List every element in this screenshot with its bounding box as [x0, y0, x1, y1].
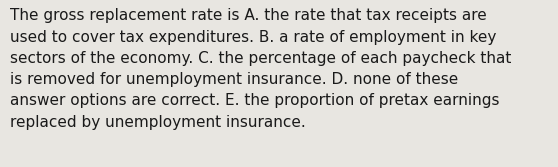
Text: The gross replacement rate is A. the rate that tax receipts are
used to cover ta: The gross replacement rate is A. the rat… [10, 8, 512, 130]
